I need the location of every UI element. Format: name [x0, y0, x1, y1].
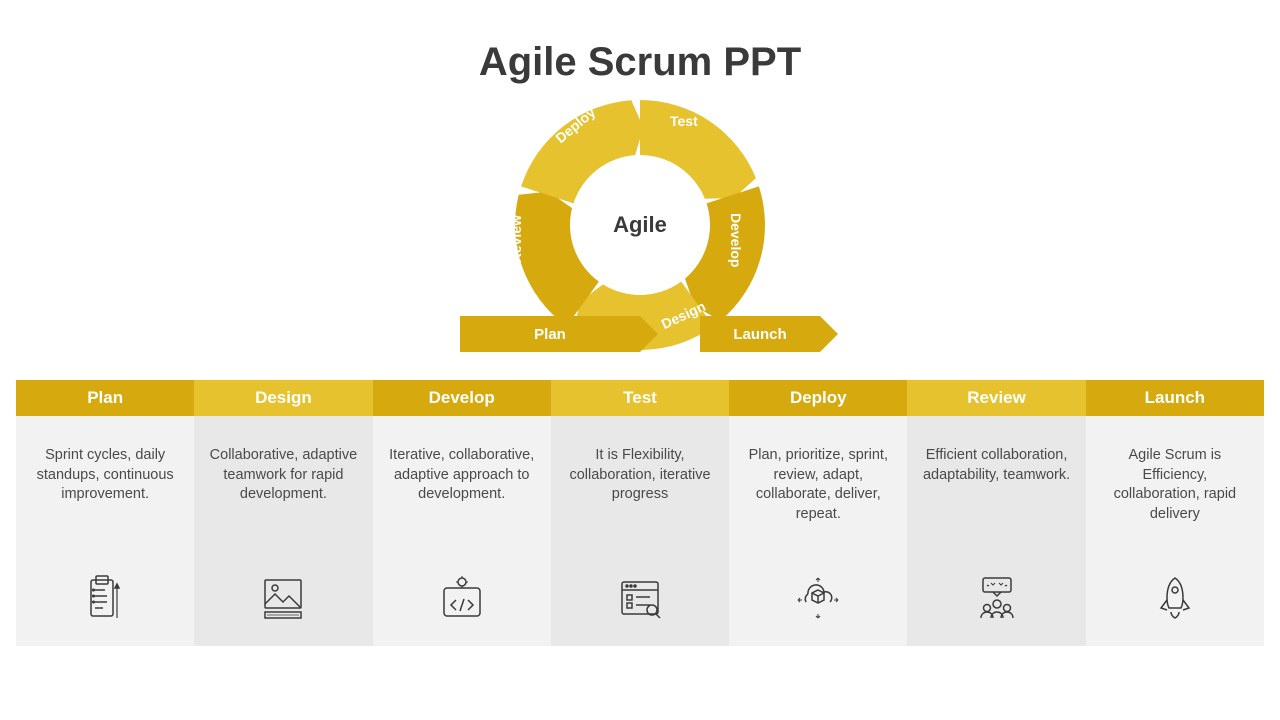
column-header: Launch [1086, 380, 1264, 416]
column-desc: Efficient collaboration, adaptability, t… [921, 446, 1071, 485]
column-header: Develop [373, 380, 551, 416]
column-desc: Agile Scrum is Efficiency, collaboration… [1100, 446, 1250, 524]
column-body: Collaborative, adaptive teamwork for rap… [194, 416, 372, 646]
column-desc: It is Flexibility, collaboration, iterat… [565, 446, 715, 505]
column-header: Test [551, 380, 729, 416]
column-desc: Iterative, collaborative, adaptive appro… [387, 446, 537, 505]
cycle-seg-review: Review [508, 215, 524, 263]
columns-header-row: PlanDesignDevelopTestDeployReviewLaunch [16, 380, 1264, 416]
flow-plan: Plan [460, 316, 640, 352]
cycle-seg-develop: Develop [728, 213, 744, 267]
column-body: Agile Scrum is Efficiency, collaboration… [1086, 416, 1264, 646]
column-body: Efficient collaboration, adaptability, t… [907, 416, 1085, 646]
column-header: Deploy [729, 380, 907, 416]
columns-body-row: Sprint cycles, daily standups, continuou… [16, 416, 1264, 646]
clipboard-icon [81, 574, 129, 622]
column-desc: Collaborative, adaptive teamwork for rap… [208, 446, 358, 505]
cycle-center-label: Agile [574, 159, 706, 291]
rocket-icon [1151, 574, 1199, 622]
slide: Agile Scrum PPT Agile Test Develop Desig… [0, 0, 1280, 720]
cloudbox-icon [794, 574, 842, 622]
cycle-flow-bar: Plan Launch [460, 316, 820, 352]
code-icon [438, 574, 486, 622]
column-header: Design [194, 380, 372, 416]
column-body: Iterative, collaborative, adaptive appro… [373, 416, 551, 646]
team-icon [973, 574, 1021, 622]
design-icon [259, 574, 307, 622]
page-title: Agile Scrum PPT [0, 40, 1280, 85]
cycle-diagram: Agile Test Develop Design Review Deploy … [0, 80, 1280, 380]
column-body: Plan, prioritize, sprint, review, adapt,… [729, 416, 907, 646]
column-header: Plan [16, 380, 194, 416]
column-body: Sprint cycles, daily standups, continuou… [16, 416, 194, 646]
column-desc: Sprint cycles, daily standups, continuou… [30, 446, 180, 505]
browser-icon [616, 574, 664, 622]
column-header: Review [907, 380, 1085, 416]
flow-launch: Launch [700, 316, 820, 352]
column-body: It is Flexibility, collaboration, iterat… [551, 416, 729, 646]
cycle-seg-test: Test [670, 113, 698, 129]
column-desc: Plan, prioritize, sprint, review, adapt,… [743, 446, 893, 524]
